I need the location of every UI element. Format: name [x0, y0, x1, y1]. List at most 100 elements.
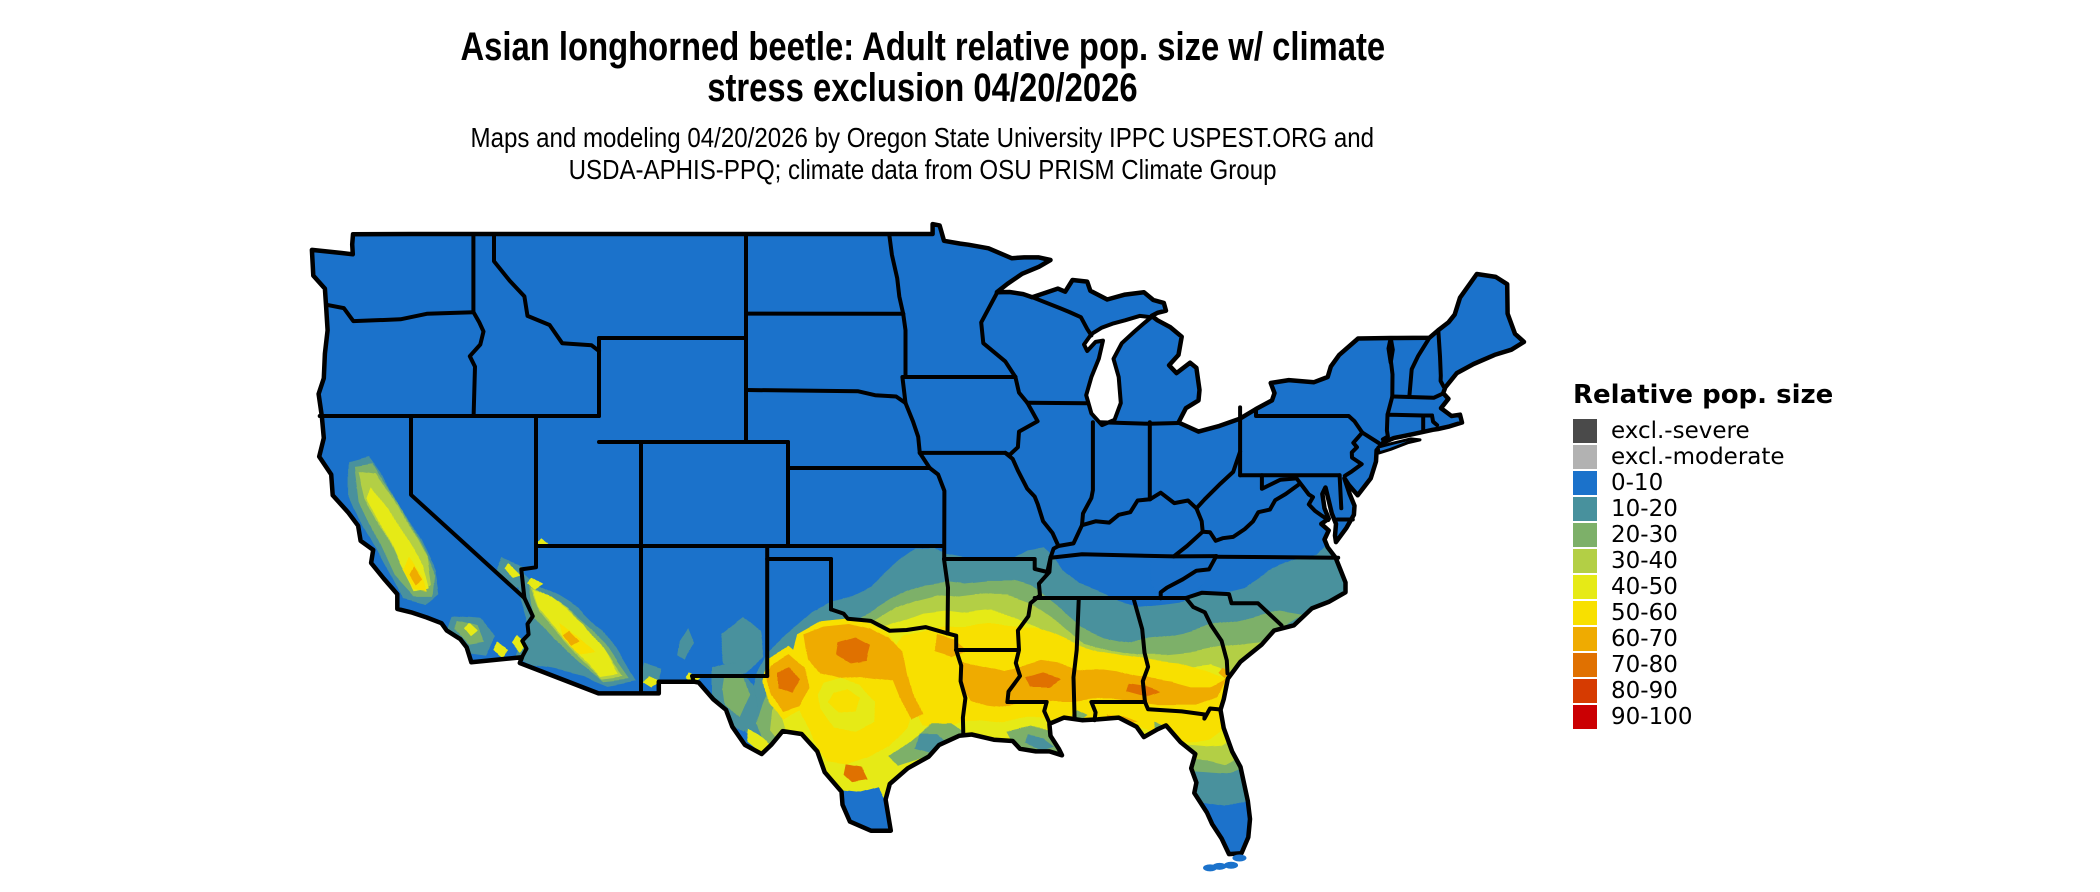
heat-region-10-20 — [1024, 735, 1052, 751]
state-border-line — [1089, 700, 1147, 723]
legend-item-label: 40-50 — [1611, 574, 1678, 600]
state-border-line — [1430, 413, 1440, 428]
state-border-line — [1143, 700, 1223, 721]
state-border-line — [519, 596, 535, 660]
chart-title: Asian longhorned beetle: Adult relative … — [0, 27, 1845, 109]
chart-title-line1: Asian longhorned beetle: Adult relative … — [460, 25, 1385, 69]
legend-item-label: 10-20 — [1611, 496, 1678, 522]
chart-subtitle: Maps and modeling 04/20/2026 by Oregon S… — [0, 122, 1845, 186]
legend-swatch — [1573, 419, 1597, 443]
legend-swatch — [1573, 601, 1597, 625]
state-border-line — [954, 648, 968, 737]
state-border-line — [1131, 596, 1151, 704]
heat-region-60-70 — [1217, 668, 1230, 679]
legend-item-label: 0-10 — [1611, 470, 1664, 496]
heat-region-60-70 — [805, 624, 922, 718]
state-border-line — [1183, 590, 1284, 628]
conus-outline — [309, 221, 1527, 857]
state-border-line — [903, 401, 922, 455]
heat-region-50-60 — [826, 689, 861, 715]
state-border-line — [1194, 449, 1243, 511]
heat-region-10-20 — [719, 618, 764, 671]
legend-item-label: 90-100 — [1611, 704, 1693, 730]
legend-item-label: 30-40 — [1611, 548, 1678, 574]
legend: Relative pop. size excl.-severe excl.-mod… — [1573, 380, 1833, 730]
legend-item: excl.-moderate — [1573, 444, 1833, 470]
state-border-line — [829, 607, 950, 636]
chart-subtitle-line1: Maps and modeling 04/20/2026 by Oregon S… — [470, 122, 1375, 153]
lake — [1082, 313, 1154, 428]
heat-region-40-50 — [492, 642, 510, 658]
legend-swatch — [1573, 549, 1597, 573]
florida-keys-dot — [1232, 854, 1247, 862]
state-border-line — [1056, 523, 1084, 548]
state-border-line — [324, 302, 476, 324]
legend-item: 20-30 — [1573, 522, 1833, 548]
legend-item-label: 20-30 — [1611, 522, 1678, 548]
state-border-line — [1259, 473, 1299, 491]
state-border-line — [1097, 420, 1181, 426]
state-border-line — [1005, 700, 1052, 725]
heat-region-20-30 — [726, 670, 752, 718]
heat-region-70-80 — [839, 637, 873, 663]
heat-region-70-80 — [778, 665, 800, 695]
state-border-line — [1390, 391, 1446, 400]
state-border-line — [1025, 400, 1090, 406]
heat-region-60-70 — [961, 660, 1226, 708]
legend-item-label: excl.-moderate — [1611, 444, 1785, 470]
state-border-line — [1337, 473, 1344, 511]
state-border-line — [1200, 482, 1301, 543]
state-border-line — [1030, 295, 1094, 338]
state-border-line — [945, 631, 959, 652]
state-border-line — [942, 557, 950, 636]
florida-keys-dot — [1224, 861, 1239, 869]
state-border-line — [1254, 407, 1365, 435]
state-border-line — [690, 674, 770, 684]
state-border-line — [744, 388, 908, 405]
florida-keys-dot — [1203, 864, 1218, 872]
heat-region-40-50 — [505, 561, 521, 575]
legend-swatch — [1573, 705, 1597, 729]
legend-swatch — [1573, 627, 1597, 651]
legend-item: 90-100 — [1573, 704, 1833, 730]
legend-item: 10-20 — [1573, 496, 1833, 522]
state-border-line — [1005, 544, 1061, 704]
legend-swatch — [1573, 653, 1597, 677]
state-border-line — [467, 232, 486, 418]
heat-region-60-70 — [564, 631, 582, 648]
state-border-line — [1436, 328, 1446, 389]
state-border-line — [1214, 554, 1341, 560]
legend-item: 80-90 — [1573, 678, 1833, 704]
state-border-line — [1158, 554, 1219, 601]
heat-region-60-70 — [408, 566, 422, 585]
heat-region-0-10 — [1200, 803, 1251, 855]
legend-items: excl.-severe excl.-moderate 0-10 10-20 20-30… — [1573, 418, 1833, 730]
legend-item-label: 50-60 — [1611, 600, 1678, 626]
state-border-line — [1380, 336, 1395, 442]
legend-item-label: 70-80 — [1611, 652, 1678, 678]
legend-item-label: 60-70 — [1611, 626, 1678, 652]
state-border-line — [519, 544, 538, 600]
state-border-line — [1003, 450, 1061, 548]
state-border-line — [1342, 430, 1365, 478]
legend-swatch — [1573, 679, 1597, 703]
state-border-line — [979, 291, 1018, 379]
state-border-line — [917, 450, 932, 470]
state-border-line — [1080, 420, 1095, 528]
legend-swatch — [1573, 445, 1597, 469]
state-border-line — [1385, 412, 1434, 418]
heat-region-40-50 — [639, 678, 657, 689]
legend-item: 70-80 — [1573, 652, 1833, 678]
state-border-line — [1294, 476, 1331, 522]
legend-item: 30-40 — [1573, 548, 1833, 574]
heat-region-10-20 — [677, 626, 695, 661]
state-border-line — [927, 466, 947, 561]
islands — [1203, 437, 1422, 872]
heat-region-40-50 — [526, 574, 544, 588]
state-border-line — [492, 232, 601, 353]
legend-item: 50-60 — [1573, 600, 1833, 626]
heat-region-40-50 — [369, 486, 428, 591]
state-border-line — [1148, 490, 1199, 511]
